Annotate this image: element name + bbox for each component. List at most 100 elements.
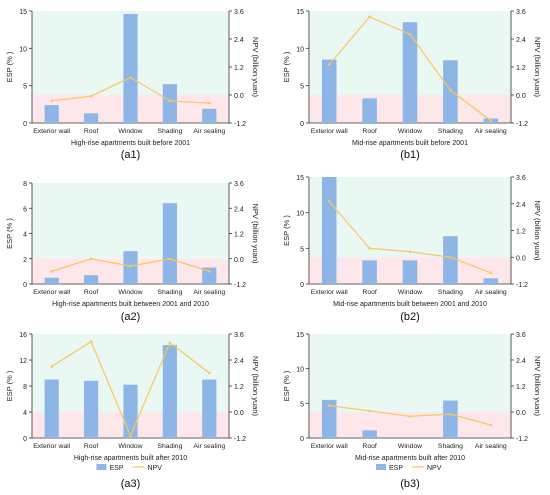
y2-tick-label: 2.4 [234,37,244,44]
point-npv-3 [449,255,452,259]
y2-tick-label: 1.2 [234,65,244,72]
y-tick-label: 0 [300,121,304,128]
x-tick-label: Roof [84,443,98,450]
x-tick-label: Roof [362,289,376,296]
x-tick-label: Air sealing [193,128,225,135]
y-tick-label: 8 [23,384,27,391]
bar-esp-4 [202,267,217,284]
bar-esp-1 [84,275,99,284]
chart-a2: 0 2 4 6 8 -1.2 0.0 1.2 2.4 3.6 ESP (% ) NPV (billio… [5,181,260,323]
y-tick-label: 15 [296,9,304,16]
y-axis-label: ESP (% ) [5,51,14,82]
point-npv-0 [327,404,331,407]
bar-esp-4 [202,379,217,438]
x-tick-label: Roof [362,128,376,135]
x-axis-label: Mid-rise apartments built between 2001 a… [333,301,487,308]
x-tick-label: Window [118,289,142,296]
point-npv-2 [408,250,412,253]
point-npv-4 [489,119,493,122]
chart-b2: 0 5 10 15 -1.2 0.0 1.2 2.4 3.6 ESP (% ) NPV (billi… [282,175,542,323]
x-tick-label: Exterior wall [311,443,349,450]
y2-axis-label: NPV (billion yuan) [251,203,260,264]
y2-tick-label: 3.6 [234,332,244,339]
point-npv-2 [129,76,132,79]
bar-esp-2 [123,13,138,124]
y-tick-label: 15 [296,175,304,182]
y2-tick-label: 0.0 [516,93,526,100]
point-npv-0 [327,200,331,203]
x-tick-label: Roof [84,128,98,135]
bar-esp-0 [44,379,59,438]
point-npv-2 [129,434,132,438]
panel-label: (a3) [121,478,141,490]
panel-label: (b2) [400,311,420,323]
y2-tick-label: 1.2 [516,65,526,72]
chart-a1: 0 5 10 15 -1.2 0.0 1.2 2.4 3.6 ESP (% ) NPV (billi… [5,9,260,161]
x-axis-label: High-rise apartments built before 2001 [71,140,190,147]
bar-esp-1 [362,430,377,438]
x-tick-label: Air sealing [475,128,507,135]
point-npv-1 [89,257,93,261]
x-tick-label: Shading [157,128,182,135]
y-axis-label: ESP (% ) [282,215,291,246]
x-tick-label: Shading [438,289,463,296]
y2-tick-label: 2.4 [234,358,244,365]
panel-label: (b3) [400,478,420,490]
point-npv-4 [208,270,211,273]
bar-esp-0 [44,105,59,123]
point-npv-0 [50,99,53,103]
bg-positive-npv [309,177,511,258]
y2-tick-label: -1.2 [516,282,528,289]
x-axis-label: High-rise apartments built after 2010 [74,455,187,462]
x-tick-label: Exterior wall [33,289,71,296]
y-tick-label: 10 [19,46,27,53]
x-tick-label: Roof [84,289,98,296]
point-npv-1 [89,94,93,98]
point-npv-2 [408,415,412,418]
bar-esp-2 [123,384,138,438]
y-tick-label: 0 [23,282,27,289]
y2-tick-label: -1.2 [516,121,528,128]
y-tick-label: 10 [296,46,304,53]
y-tick-label: 12 [19,358,27,365]
x-tick-label: Shading [157,289,182,296]
bg-positive-npv [309,334,511,412]
y-tick-label: 4 [23,410,27,417]
chart-b3: 0 5 10 15 -1.2 0.0 1.2 2.4 3.6 ESP (% ) NPV (billi… [282,332,542,490]
y2-tick-label: 0.0 [516,255,526,262]
y-tick-label: 0 [23,121,27,128]
bar-esp-1 [362,98,377,123]
x-tick-label: Window [398,289,422,296]
bg-positive-npv [32,183,229,259]
y-tick-label: 4 [23,232,27,239]
y2-tick-label: -1.2 [234,436,246,443]
point-npv-0 [50,365,53,368]
y-tick-label: 16 [19,332,27,339]
x-tick-label: Air sealing [475,443,507,450]
point-npv-2 [129,264,132,268]
y-tick-label: 10 [296,211,304,218]
y-tick-label: 10 [296,367,304,374]
y-tick-label: 2 [23,257,27,264]
panel-label: (b1) [400,149,420,161]
y2-tick-label: 3.6 [234,181,244,188]
legend-esp-label: ESP [110,465,124,472]
point-npv-4 [489,423,493,427]
bar-esp-3 [443,400,458,438]
legend-esp-label: ESP [389,465,403,472]
bar-esp-0 [321,399,337,438]
y2-tick-label: 0.0 [234,93,244,100]
y2-tick-label: 3.6 [516,175,526,182]
bar-esp-0 [321,177,337,284]
x-tick-label: Shading [157,443,182,450]
point-npv-4 [208,371,211,375]
y-tick-label: 6 [23,206,27,213]
point-npv-1 [89,340,93,343]
y2-tick-label: -1.2 [234,282,246,289]
y2-tick-label: 2.4 [234,206,244,213]
bar-esp-3 [443,60,458,123]
chart-b1: 0 5 10 15 -1.2 0.0 1.2 2.4 3.6 ESP (% ) NPV (billi… [282,9,542,161]
y-tick-label: 5 [300,401,304,408]
bar-esp-2 [123,251,138,284]
